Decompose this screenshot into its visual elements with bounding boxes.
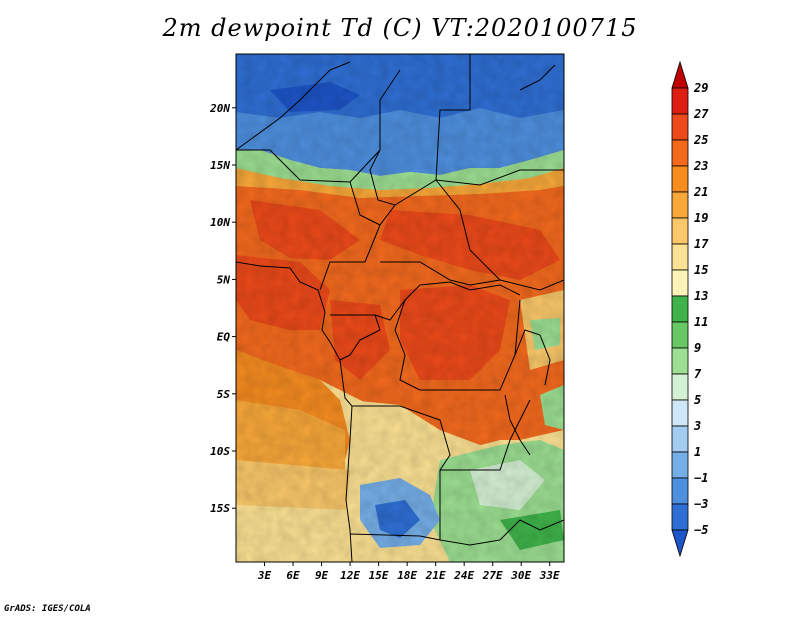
- lon-tick-label: 30E: [510, 569, 531, 582]
- latitude-axis: 20N 15N 10N 5N EQ 5S 10S 15S: [209, 102, 236, 515]
- lat-tick-label: 20N: [209, 102, 230, 115]
- lon-tick-label: 24E: [453, 569, 474, 582]
- lon-tick-label: 15E: [369, 569, 389, 582]
- colorbar-swatch: [671, 165, 689, 193]
- colorbar-label: 15: [694, 263, 708, 277]
- colorbar-swatch: [671, 425, 689, 453]
- colorbar-swatch: [671, 477, 689, 505]
- colorbar-swatch: [671, 60, 689, 89]
- colorbar-swatch: [671, 321, 689, 349]
- colorbar-label: 19: [694, 211, 708, 225]
- lon-tick-label: 3E: [257, 569, 272, 582]
- colorbar-label: 21: [693, 185, 708, 199]
- lat-tick-label: 10N: [210, 216, 230, 229]
- colorbar-label: −1: [694, 471, 708, 485]
- lon-tick-label: 9E: [315, 569, 329, 582]
- map-frame: [235, 53, 565, 563]
- colorbar-swatch: [671, 503, 689, 531]
- lat-tick-label: 5N: [217, 273, 231, 286]
- longitude-axis: 3E 6E 9E 12E 15E 18E 21E 24E 27E 30E 33E: [257, 562, 560, 582]
- colorbar-swatch: [671, 113, 689, 141]
- colorbar-swatch: [671, 347, 689, 375]
- colorbar-swatch: [671, 373, 689, 401]
- colorbar-swatch: [671, 217, 689, 245]
- dewpoint-field: [236, 54, 564, 562]
- colorbar-label: 1: [694, 445, 701, 459]
- colorbar-swatch: [671, 269, 689, 297]
- colorbar-swatch: [671, 139, 689, 167]
- lon-tick-label: 33E: [539, 569, 560, 582]
- colorbar-label: 11: [694, 315, 708, 329]
- colorbar: 29 27 25 23 21 19 17 15 13 11 9 7 5 3 1 −1 −3 −5: [671, 60, 709, 558]
- colorbar-label: −3: [694, 497, 708, 511]
- lat-tick-label: EQ: [217, 331, 231, 344]
- lon-tick-label: 18E: [397, 569, 417, 582]
- colorbar-label: 25: [693, 133, 708, 147]
- colorbar-label: 5: [694, 393, 701, 407]
- colorbar-label: 3: [693, 419, 701, 433]
- colorbar-swatch: [671, 191, 689, 219]
- lat-tick-label: 10S: [210, 445, 230, 458]
- lat-tick-label: 15N: [210, 159, 230, 172]
- colorbar-label: 13: [694, 289, 708, 303]
- lon-tick-label: 6E: [286, 569, 300, 582]
- colorbar-label: 29: [693, 81, 708, 95]
- colorbar-label: 9: [694, 341, 701, 355]
- colorbar-swatch: [671, 451, 689, 479]
- colorbar-label: 27: [693, 107, 709, 121]
- colorbar-label: 23: [693, 159, 708, 173]
- lat-tick-label: 15S: [210, 502, 230, 515]
- country-borders: [236, 54, 564, 562]
- colorbar-swatch: [671, 529, 689, 558]
- chart-title: 2m dewpoint Td (C) VT:2020100715: [162, 14, 638, 42]
- colorbar-swatch: [671, 295, 689, 323]
- lon-tick-label: 27E: [482, 569, 503, 582]
- credit-text: GrADS: IGES/COLA: [4, 604, 91, 614]
- colorbar-swatch: [671, 243, 689, 271]
- colorbar-label: −5: [694, 523, 708, 537]
- colorbar-label: 17: [694, 237, 709, 251]
- lon-tick-label: 12E: [340, 569, 360, 582]
- lon-tick-label: 21E: [425, 569, 446, 582]
- colorbar-swatch: [671, 87, 689, 115]
- colorbar-label: 7: [694, 367, 702, 381]
- colorbar-swatch: [671, 399, 689, 427]
- lat-tick-label: 5S: [217, 388, 231, 401]
